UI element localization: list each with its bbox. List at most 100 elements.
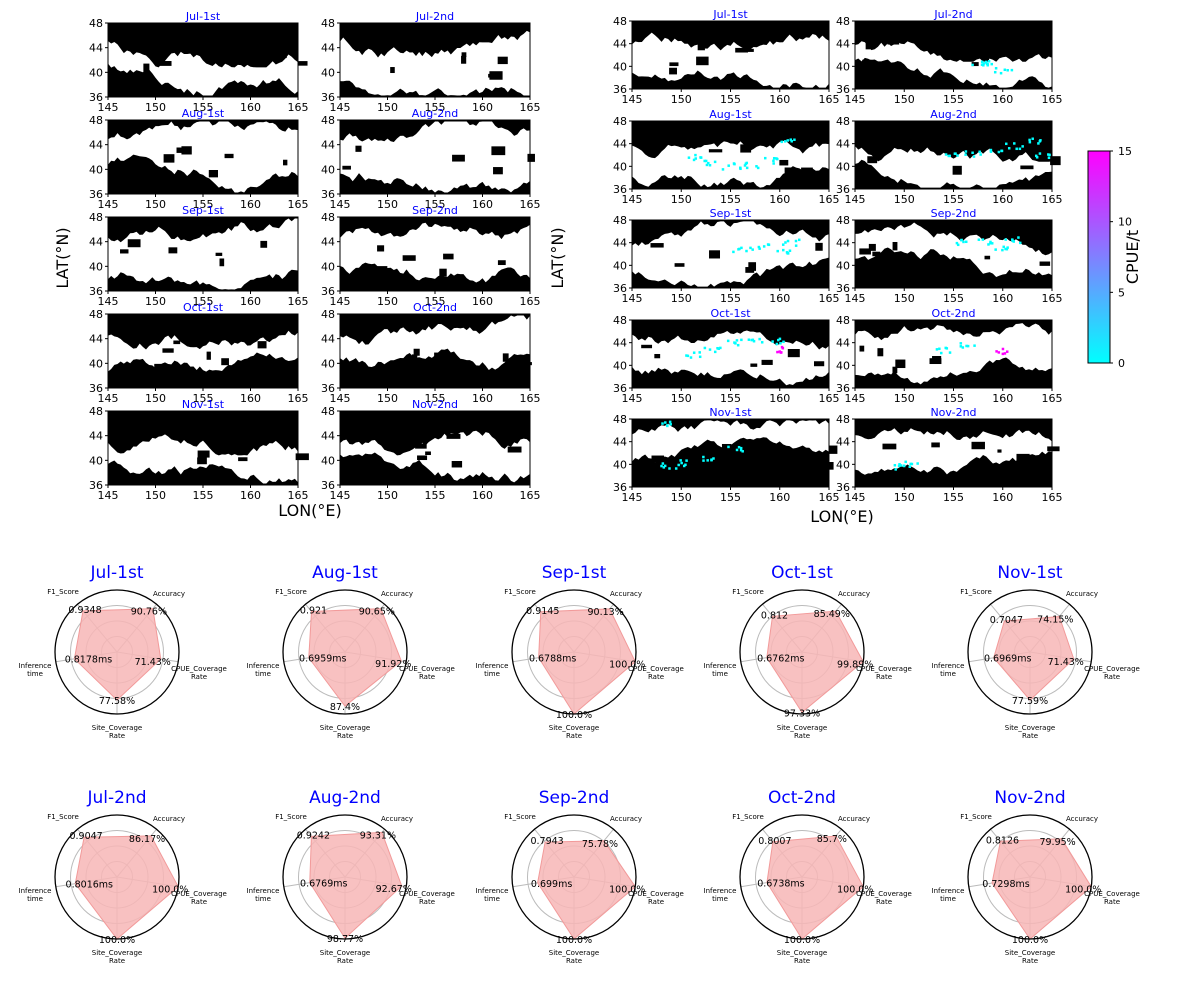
- radar-area: [308, 608, 402, 707]
- habitat-gap: [451, 460, 463, 468]
- habitat-gap: [491, 146, 506, 156]
- cpue-point: [980, 60, 984, 64]
- cpue-point: [898, 463, 901, 466]
- x-tick-label: 150: [671, 392, 692, 405]
- cpue-point: [997, 351, 1001, 354]
- radar-value-label: 0.6769ms: [300, 879, 347, 890]
- map-panel-aug-1st: Aug-1st 36 40 44 48 145 150 155 160 165: [613, 108, 840, 206]
- x-tick-label: 165: [288, 489, 309, 502]
- cpue-point: [784, 241, 787, 244]
- radar-axis-label: Accuracy: [610, 590, 642, 598]
- cpue-point: [948, 351, 952, 354]
- cpue-point: [772, 162, 775, 165]
- radar-axis-label: Site_Coverage: [1005, 724, 1055, 732]
- y-axis-label: LAT(°N): [548, 227, 567, 288]
- cpue-point: [935, 348, 939, 351]
- habitat-gap: [984, 54, 990, 62]
- cpue-point: [953, 152, 957, 155]
- radar-value-label: 100.0%: [556, 710, 592, 721]
- x-tick-label: 150: [377, 489, 398, 502]
- habitat-gap: [865, 41, 874, 50]
- habitat-gap: [507, 446, 522, 453]
- x-tick-label: 150: [145, 392, 166, 405]
- x-tick-label: 165: [819, 193, 840, 206]
- map-panel-nov-2nd: Nov-2nd 36 40 44 48 145 150 155 160 165: [321, 398, 541, 502]
- map-panel-nov-1st: Nov-1st 36 40 44 48 145 150 155 160 165: [89, 398, 309, 502]
- cpue-point: [984, 61, 988, 64]
- cpue-point: [989, 150, 993, 153]
- cpue-point: [692, 351, 696, 354]
- x-tick-label: 155: [193, 198, 214, 211]
- radar-axis-label: Rate: [794, 732, 810, 740]
- cpue-point: [904, 460, 907, 464]
- habitat-gap: [120, 249, 129, 254]
- cpue-point: [727, 445, 730, 449]
- y-tick-label: 48: [836, 15, 850, 28]
- map-panel-title: Oct-1st: [183, 301, 224, 314]
- radar-axis-label: Rate: [337, 957, 353, 965]
- radar-outer-ring: [54, 814, 180, 940]
- radar-value-label: 97.33%: [784, 708, 820, 719]
- radar-value-label: 100.0%: [609, 885, 645, 896]
- y-tick-label: 40: [836, 259, 850, 272]
- x-tick-label: 165: [520, 295, 541, 308]
- y-tick-label: 40: [321, 454, 335, 467]
- y-tick-label: 44: [89, 333, 103, 346]
- cpue-point: [666, 424, 669, 427]
- cpue-point: [894, 468, 897, 471]
- radar-axis-label: Accuracy: [153, 815, 185, 823]
- cpue-point: [1001, 352, 1005, 356]
- y-tick-label: 40: [89, 357, 103, 370]
- y-tick-label: 36: [613, 183, 627, 196]
- y-tick-label: 40: [836, 160, 850, 173]
- y-tick-label: 36: [89, 188, 103, 201]
- radar-value-label: 0.7298ms: [982, 879, 1029, 890]
- habitat-gap: [297, 61, 308, 66]
- x-tick-label: 145: [98, 101, 119, 114]
- cpue-point: [1007, 147, 1011, 150]
- cpue-point: [751, 248, 754, 251]
- cpue-point: [679, 459, 682, 462]
- habitat-gap: [815, 242, 823, 251]
- cpue-point: [705, 163, 709, 167]
- x-tick-label: 165: [520, 392, 541, 405]
- cpue-point: [775, 342, 779, 346]
- cpue-point: [964, 240, 968, 244]
- cpue-point: [777, 338, 780, 342]
- radar-outer-ring: [511, 589, 637, 715]
- cpue-point: [687, 156, 691, 159]
- x-tick-label: 150: [671, 93, 692, 106]
- cpue-point: [737, 248, 740, 251]
- map-panel-title: Jul-2nd: [933, 8, 972, 21]
- cpue-point: [959, 342, 963, 345]
- cpue-point: [995, 350, 998, 353]
- x-tick-label: 150: [894, 491, 915, 504]
- cpue-point: [1028, 140, 1032, 144]
- radar-axis-label: F1_Score: [275, 588, 307, 596]
- y-tick-label: 36: [89, 285, 103, 298]
- x-tick-label: 145: [330, 198, 351, 211]
- radar-sep-1st: Sep-1st 0.9145 90.13% 100.0% 100.0% 0.6788ms F…: [476, 563, 684, 740]
- radar-axis-label: Site_Coverage: [549, 949, 599, 957]
- cpue-point: [661, 422, 664, 425]
- habitat-gap: [181, 146, 192, 155]
- habitat-region: [855, 222, 1052, 278]
- radar-axis-label: F1_Score: [504, 588, 536, 596]
- habitat-gap: [497, 56, 508, 65]
- radar-value-label: 100.0%: [1065, 885, 1101, 896]
- x-tick-label: 165: [288, 392, 309, 405]
- radar-axis-label: time: [940, 895, 956, 903]
- radar-axis-label: Rate: [876, 898, 892, 906]
- x-tick-label: 155: [425, 295, 446, 308]
- radar-value-label: 87.4%: [330, 702, 360, 713]
- habitat-gap: [1047, 446, 1060, 452]
- habitat-gap: [295, 453, 309, 461]
- cpue-point: [794, 244, 798, 247]
- radar-axis-label: F1_Score: [732, 588, 764, 596]
- y-tick-label: 48: [836, 214, 850, 227]
- cpue-point: [663, 464, 667, 468]
- radar-title: Sep-1st: [542, 563, 607, 583]
- radar-value-label: 90.13%: [588, 607, 624, 618]
- cpue-point: [789, 138, 793, 141]
- habitat-gap: [417, 455, 428, 461]
